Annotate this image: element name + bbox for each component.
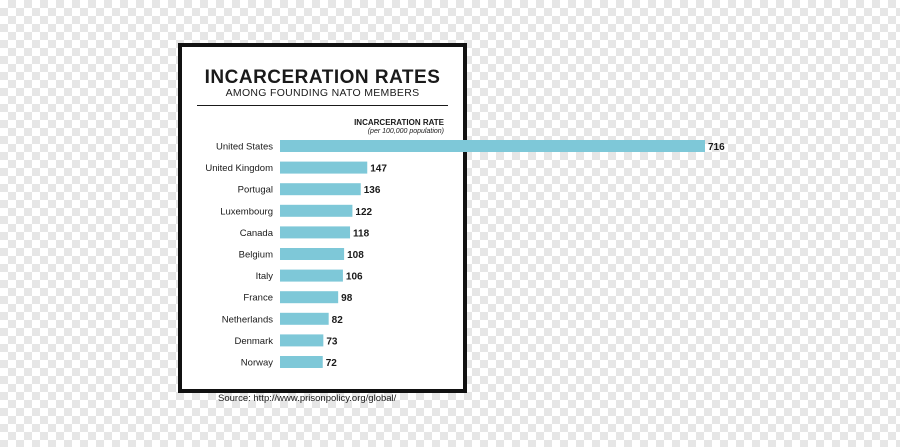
value-label: 73 bbox=[326, 336, 338, 347]
value-label: 106 bbox=[346, 272, 363, 283]
value-label: 72 bbox=[326, 358, 338, 369]
bar bbox=[280, 291, 339, 304]
value-label: 136 bbox=[364, 185, 381, 196]
category-label: United Kingdom bbox=[205, 163, 273, 174]
title-divider bbox=[197, 105, 448, 106]
bar bbox=[280, 183, 361, 196]
category-label: United States bbox=[216, 142, 273, 153]
value-label: 716 bbox=[708, 142, 725, 153]
bar bbox=[280, 226, 351, 239]
bar bbox=[280, 161, 368, 174]
value-label: 98 bbox=[341, 293, 353, 304]
category-label: Luxembourg bbox=[220, 206, 273, 217]
chart-subtitle: AMONG FOUNDING NATO MEMBERS bbox=[225, 87, 420, 99]
category-label: Denmark bbox=[234, 336, 273, 347]
bar bbox=[280, 204, 353, 217]
category-label: Norway bbox=[241, 358, 273, 369]
value-axis-title: INCARCERATION RATE bbox=[354, 118, 444, 127]
source-note: Source: http://www.prisonpolicy.org/glob… bbox=[218, 393, 397, 404]
bar bbox=[280, 269, 343, 282]
category-label: Netherlands bbox=[222, 314, 273, 325]
value-label: 147 bbox=[370, 164, 387, 175]
category-label: Italy bbox=[256, 271, 274, 282]
category-label: France bbox=[243, 293, 273, 304]
value-label: 82 bbox=[332, 315, 344, 326]
bar bbox=[280, 334, 324, 347]
value-axis-subtitle: (per 100,000 population) bbox=[367, 128, 444, 135]
bar bbox=[280, 312, 329, 325]
value-label: 108 bbox=[347, 250, 364, 261]
bar bbox=[280, 248, 345, 260]
bar bbox=[280, 356, 323, 368]
category-label: Belgium bbox=[239, 250, 273, 261]
category-label: Portugal bbox=[238, 185, 273, 196]
bar bbox=[280, 140, 705, 152]
value-label: 122 bbox=[355, 207, 372, 218]
chart-title: INCARCERATION RATES bbox=[204, 67, 441, 88]
category-label: Canada bbox=[240, 228, 274, 239]
value-label: 118 bbox=[353, 228, 370, 239]
